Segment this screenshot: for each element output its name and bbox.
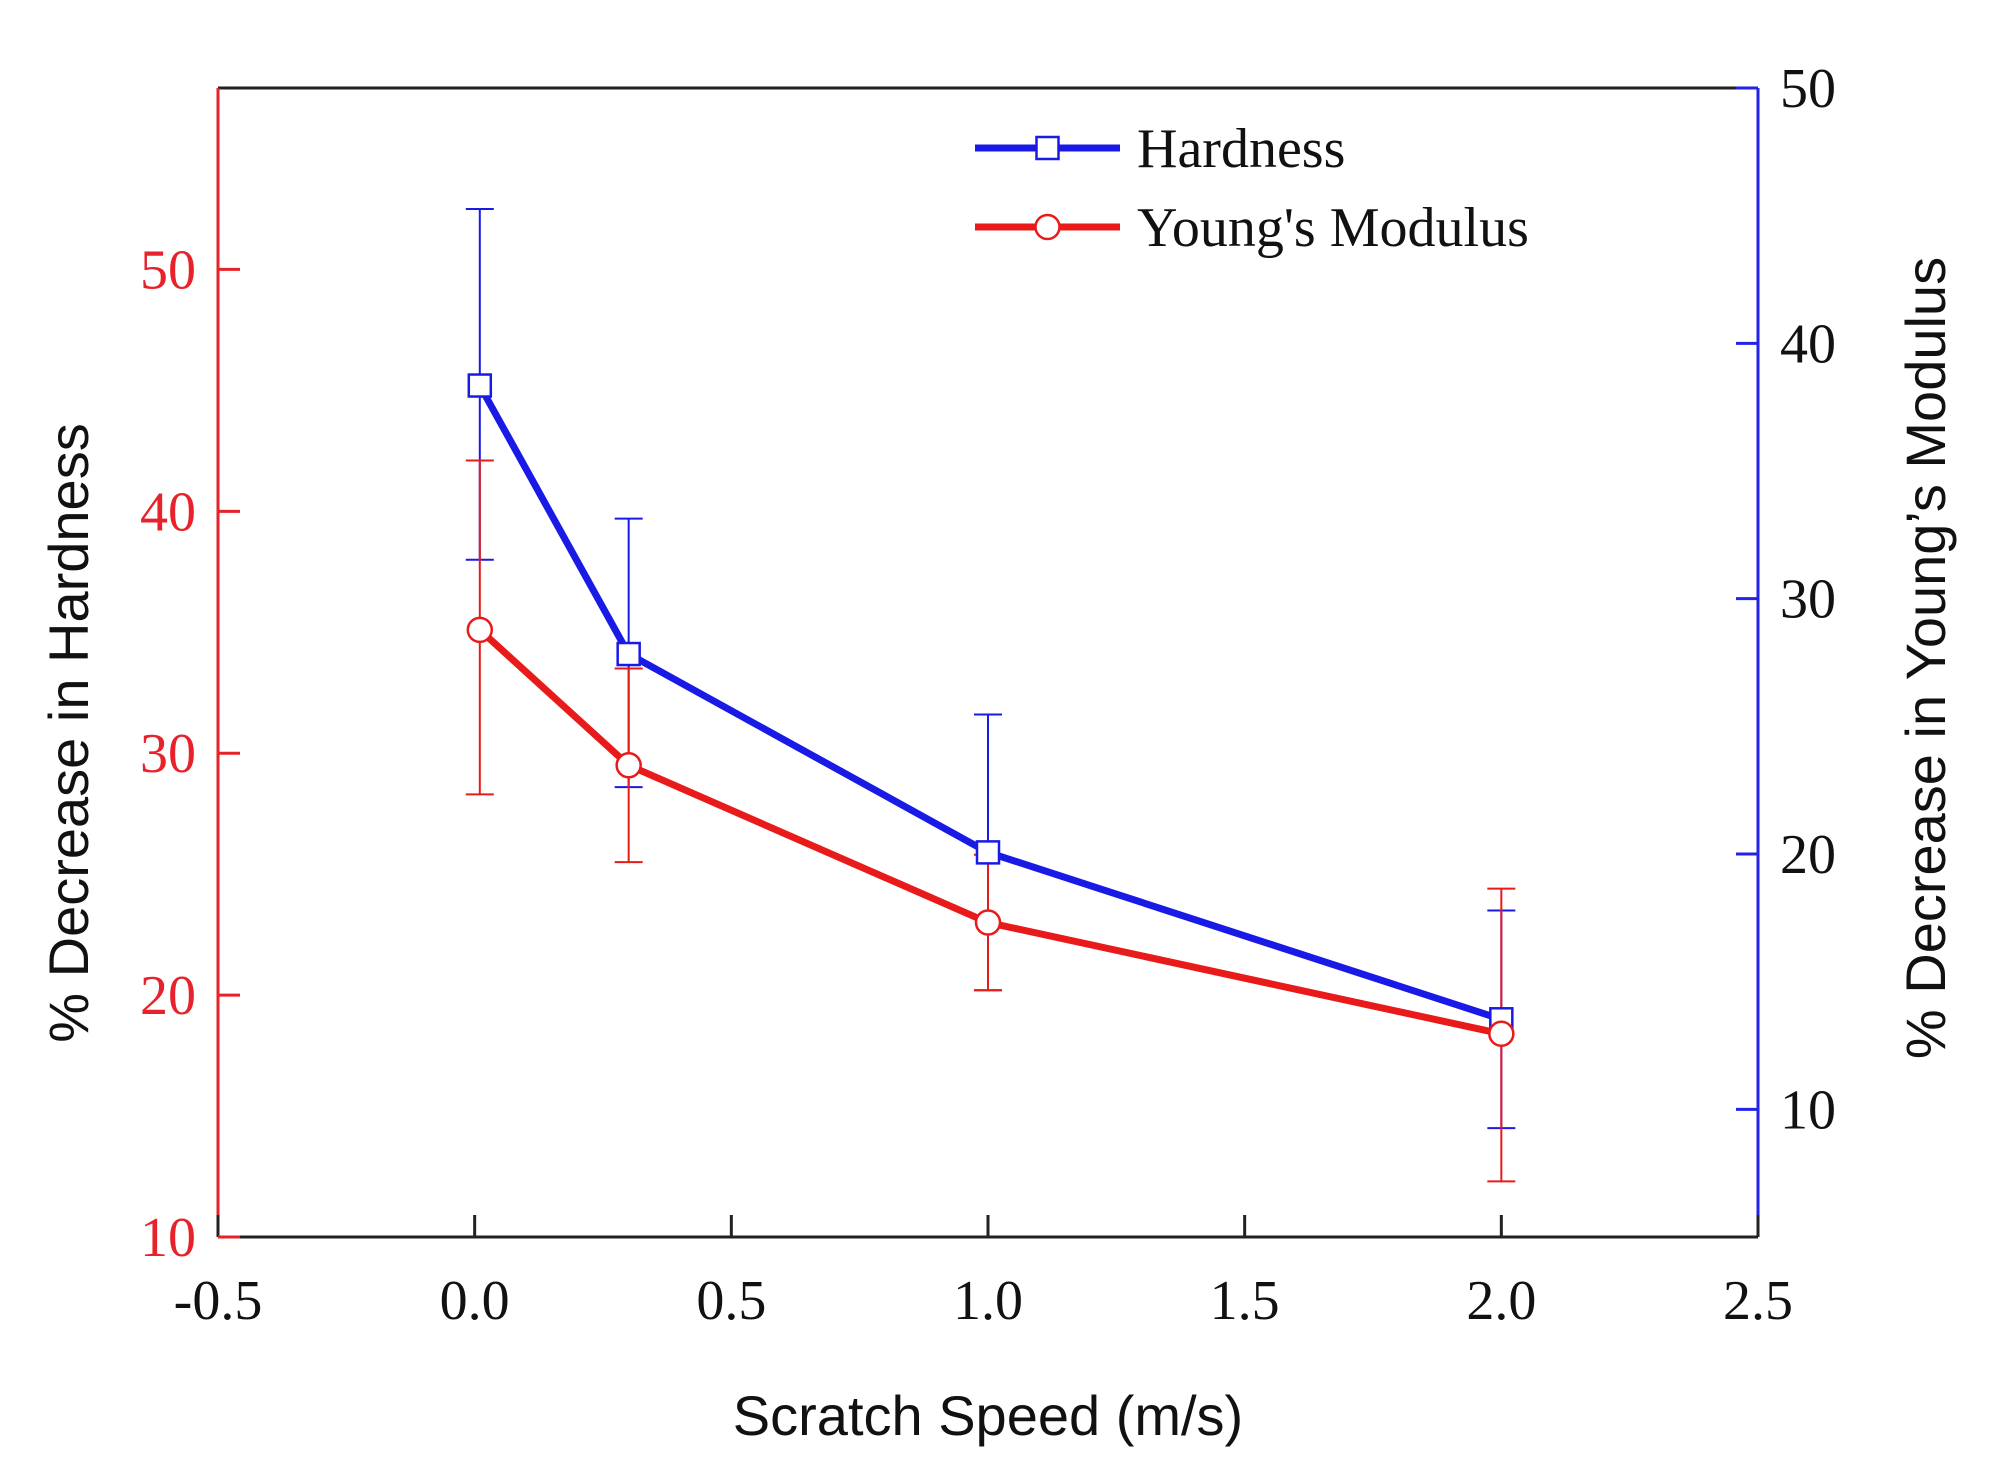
y-right-tick-label: 10 [1780, 1079, 1836, 1141]
hardness-point [616, 641, 641, 667]
x-tick-label: 0.5 [696, 1270, 766, 1332]
error-bars [465, 207, 1516, 1183]
y-left-tick-label: 20 [140, 965, 196, 1027]
legend: Hardness Young's Modulus [975, 118, 1529, 259]
y-axis-right-ticks: 10 20 30 40 50 [1736, 58, 1836, 1141]
y-right-tick-label: 20 [1780, 824, 1836, 886]
young-s-modulus-line [477, 627, 1503, 1038]
hardness-point [467, 373, 493, 398]
y-left-tick-label: 40 [140, 481, 196, 543]
x-tick-label: 1.5 [1210, 1270, 1280, 1332]
hardness-line [476, 383, 1503, 1023]
y-right-tick-label: 40 [1780, 313, 1836, 375]
y-left-tick-label: 50 [140, 239, 196, 301]
legend-hardness-marker [1035, 135, 1060, 161]
plot-frame [216, 86, 1760, 1239]
hardness-point [975, 840, 1001, 865]
y-right-tick-label: 30 [1780, 569, 1836, 631]
y-left-tick-label: 30 [140, 723, 196, 785]
young-s-modulus-point [974, 909, 1002, 936]
x-axis-title: Scratch Speed (m/s) [733, 1384, 1243, 1447]
y-axis-left-ticks: 10 20 30 40 50 [140, 239, 240, 1269]
x-tick-label: 0.0 [440, 1270, 510, 1332]
legend-young-s-modulus-marker [1034, 213, 1061, 241]
legend-young-s-modulus-label: Young's Modulus [1137, 197, 1529, 259]
young-s-modulus-point [1488, 1020, 1515, 1048]
series-markers [466, 373, 1515, 1048]
legend-hardness-label: Hardness [1137, 118, 1345, 180]
x-tick-label: -0.5 [174, 1270, 263, 1332]
y-left-tick-label: 10 [140, 1207, 196, 1269]
x-axis-ticks: -0.5 0.0 0.5 1.0 1.5 2.0 2.5 [174, 1215, 1793, 1332]
y-right-tick-label: 50 [1780, 58, 1836, 120]
x-tick-label: 2.0 [1466, 1270, 1536, 1332]
young-s-modulus-point [615, 752, 642, 779]
young-s-modulus-point [466, 616, 494, 644]
y-axis-right-title: % Decrease in Young’s Modulus [1894, 257, 1957, 1059]
x-tick-label: 2.5 [1723, 1270, 1793, 1332]
y-axis-left-title: % Decrease in Hardness [37, 423, 100, 1042]
x-tick-label: 1.0 [953, 1270, 1023, 1332]
series-lines [476, 383, 1503, 1038]
